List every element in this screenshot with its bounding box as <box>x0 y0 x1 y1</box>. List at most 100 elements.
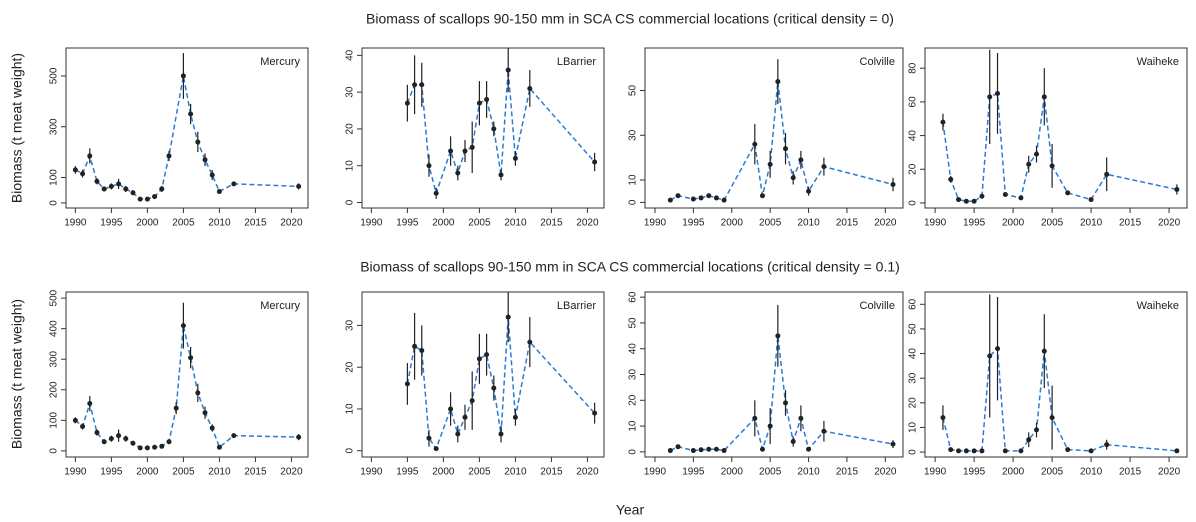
y-tick-label: 200 <box>49 381 60 398</box>
data-point <box>462 148 468 154</box>
data-point <box>72 417 78 423</box>
x-tick-label: 2020 <box>1158 467 1181 478</box>
x-tick-label: 2010 <box>208 467 231 478</box>
x-tick-label: 2015 <box>836 218 859 229</box>
data-point <box>159 443 165 449</box>
data-point <box>1104 171 1110 177</box>
data-point <box>498 431 504 437</box>
data-point <box>476 100 482 106</box>
y-tick-label: 40 <box>345 49 356 61</box>
data-point <box>101 186 107 192</box>
y-tick-label: 40 <box>908 348 919 360</box>
y-tick-label: 0 <box>908 200 919 206</box>
data-point <box>527 85 533 91</box>
data-point <box>188 355 194 361</box>
y-tick-label: 50 <box>628 85 639 97</box>
y-axis-label: Biomass (t meat weight) <box>9 299 25 449</box>
data-point <box>87 153 93 159</box>
data-point <box>512 414 518 420</box>
data-point <box>1034 427 1040 433</box>
data-point <box>426 435 432 441</box>
data-point <box>144 445 150 451</box>
y-tick-label: 300 <box>49 350 60 367</box>
data-point <box>806 188 812 194</box>
data-point <box>527 339 533 345</box>
data-point <box>798 415 804 421</box>
data-point <box>1018 448 1024 454</box>
data-point <box>152 444 158 450</box>
x-tick-label: 1995 <box>682 467 705 478</box>
data-point <box>123 186 129 192</box>
data-point <box>721 448 727 454</box>
data-point <box>890 182 896 188</box>
y-tick-label: 80 <box>908 62 919 74</box>
x-tick-label: 2005 <box>172 218 195 229</box>
data-point <box>296 434 302 440</box>
x-tick-label: 2015 <box>540 467 563 478</box>
x-tick-label: 2005 <box>468 218 491 229</box>
data-point <box>713 195 719 201</box>
y-tick-label: 30 <box>345 319 356 331</box>
data-point <box>821 428 827 434</box>
data-point <box>216 188 222 194</box>
data-point <box>713 446 719 452</box>
x-tick-label: 2000 <box>136 467 159 478</box>
y-tick-label: 20 <box>908 397 919 409</box>
data-point <box>698 195 704 201</box>
y-tick-label: 30 <box>628 369 639 381</box>
data-point <box>1088 448 1094 454</box>
y-tick-label: 0 <box>49 448 60 454</box>
data-point <box>426 163 432 169</box>
data-point <box>137 196 143 202</box>
data-point <box>790 175 796 181</box>
y-tick-label: 0 <box>628 449 639 455</box>
series-line <box>942 347 1177 452</box>
panel-label: LBarrier <box>557 56 596 68</box>
data-point <box>1065 190 1071 196</box>
x-tick-label: 2015 <box>836 467 859 478</box>
data-point <box>166 439 172 445</box>
data-point <box>767 423 773 429</box>
data-point <box>116 433 122 439</box>
x-tick-label: 1995 <box>100 218 123 229</box>
data-point <box>296 183 302 189</box>
data-point <box>412 343 418 349</box>
data-point <box>505 314 511 320</box>
data-point <box>1026 437 1032 443</box>
row-title: Biomass of scallops 90-150 mm in SCA CS … <box>360 259 900 275</box>
data-point <box>108 436 114 442</box>
data-point <box>890 441 896 447</box>
data-point <box>675 193 681 199</box>
x-tick-label: 2015 <box>1119 467 1142 478</box>
data-point <box>101 439 107 445</box>
data-point <box>484 352 490 358</box>
x-tick-label: 1990 <box>64 218 87 229</box>
data-point <box>173 405 179 411</box>
data-point <box>476 356 482 362</box>
series-line <box>75 75 299 200</box>
data-point <box>137 445 143 451</box>
data-point <box>116 181 122 187</box>
data-point <box>690 196 696 202</box>
y-tick-label: 0 <box>345 199 356 205</box>
panel-label: Mercury <box>260 300 300 312</box>
data-point <box>94 178 100 184</box>
data-point <box>806 446 812 452</box>
data-point <box>667 448 673 454</box>
data-point <box>216 444 222 450</box>
x-tick-label: 2015 <box>1119 218 1142 229</box>
y-tick-label: 100 <box>49 169 60 186</box>
data-point <box>1065 447 1071 453</box>
data-point <box>1018 195 1024 201</box>
data-point <box>1104 442 1110 448</box>
panel-label: Waiheke <box>1137 56 1179 68</box>
data-point <box>166 153 172 159</box>
y-tick-label: 0 <box>49 200 60 206</box>
data-point <box>108 183 114 189</box>
x-tick-label: 2000 <box>1002 467 1025 478</box>
data-point <box>209 425 215 431</box>
data-point <box>995 90 1001 96</box>
y-tick-label: 20 <box>345 123 356 135</box>
data-point <box>419 82 425 88</box>
data-point <box>448 148 454 154</box>
